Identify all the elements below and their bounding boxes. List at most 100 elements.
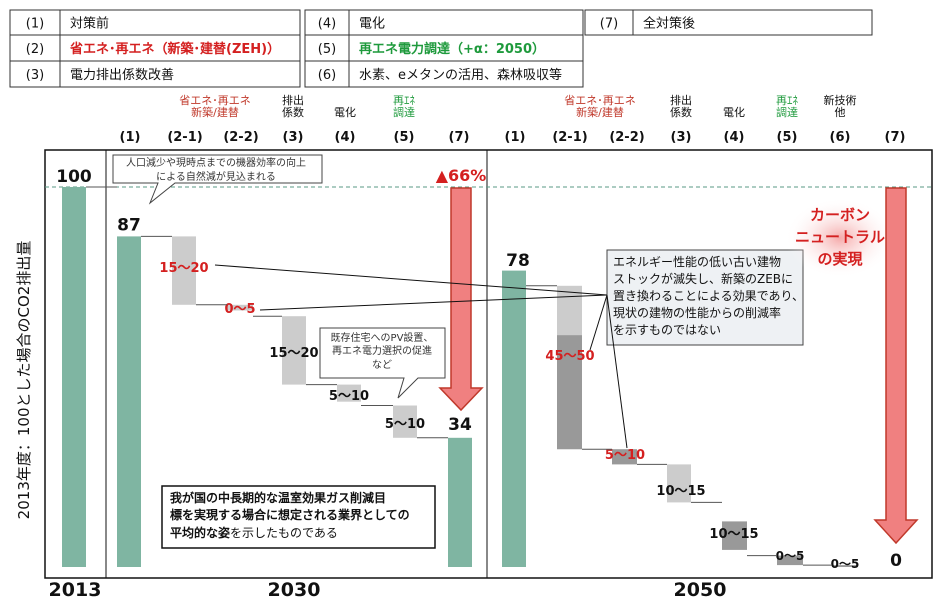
legend-label: 水素、eメタンの活用、森林吸収等 [359, 67, 562, 83]
column-header-label: 調達 [776, 105, 798, 119]
pointer-line [214, 264, 608, 296]
legend-label-cell [59, 60, 301, 88]
bar-inner-dark-b2050_21 [557, 335, 582, 450]
bar-label: 0～5 [224, 302, 255, 317]
note-box [161, 485, 436, 549]
callout-text: による自然減が見込まれる [156, 170, 276, 183]
column-header-label: 排出 [670, 93, 692, 107]
bar-b2030_4 [337, 384, 361, 402]
legend-label-cell [348, 9, 584, 36]
bar-label: 87 [117, 215, 141, 235]
column-header-num: (1) [505, 130, 526, 145]
carbon-neutral-text: カーボン [810, 206, 870, 224]
bar-label: 10～15 [709, 527, 758, 542]
column-header-label: 新技術 [824, 93, 857, 107]
reduction-label: ▲66% [436, 166, 487, 185]
column-header-label: 係数 [282, 106, 304, 119]
column-header-label: 調達 [393, 105, 415, 119]
column-header-label: 省エネ･再エネ [179, 94, 251, 107]
down-arrow [438, 187, 484, 412]
column-header-num: (4) [724, 130, 745, 145]
legend-label: 省エネ･再エネ（新築･建替(ZEH)） [69, 41, 280, 57]
callout-text: 人口減少や現時点までの機器効率の向上 [126, 156, 306, 169]
x-axis-label: 2050 [674, 579, 727, 601]
bar-label: 0 [890, 551, 902, 571]
callout-text: を示すものではない [613, 323, 721, 337]
callout-box [319, 327, 446, 399]
pointer-line [259, 294, 608, 311]
bar-b2050_5 [777, 555, 803, 566]
callout-text: ストックが滅失し、新築のZEBに [613, 271, 793, 286]
column-header-num: (2-2) [223, 130, 258, 145]
bar-b2030_5 [393, 405, 417, 438]
legend-num: (6) [318, 68, 336, 83]
bar-b2050_22 [612, 449, 637, 465]
legend-num-cell [584, 9, 634, 36]
bar-b2050_3 [667, 464, 691, 503]
bar-label: 34 [448, 415, 472, 435]
bar-label: 15～20 [159, 261, 208, 276]
bar-b2030_7 [448, 437, 472, 567]
reduction-arrow-2030: ▲66% [436, 166, 487, 412]
column-header-label: 省エネ･再エネ [564, 94, 636, 107]
legend-label: 電化 [359, 17, 385, 32]
column-header-num: (4) [335, 130, 356, 145]
average-note: 我が国の中長期的な温室効果ガス削減目標を実現する場合に想定される業界としての平均… [161, 485, 436, 549]
callout-text: 既存住宅へのPV設置、 [331, 331, 434, 344]
note-text: 我が国の中長期的な温室効果ガス削減目 [170, 490, 386, 505]
column-header-label: 係数 [670, 106, 692, 119]
legend-num: (2) [26, 42, 44, 57]
callout-text: エネルギー性能の低い古い建物 [613, 254, 781, 269]
pointer-line [589, 294, 608, 351]
bar-label: 45～50 [545, 349, 594, 364]
column-header-label: 他 [835, 106, 846, 119]
carbon-neutral-text: の実現 [817, 250, 862, 268]
column-header-label: 新築/建替 [576, 105, 624, 119]
legend-label: 電力排出係数改善 [70, 67, 174, 83]
column-header-label: 電化 [723, 105, 745, 119]
bar-label: 5～10 [385, 417, 425, 432]
legend-label-cell [348, 34, 584, 62]
zeb-callout: エネルギー性能の低い古い建物ストックが滅失し、新築のZEBに置き換わることによる… [214, 249, 804, 449]
legend-label-cell [632, 9, 873, 36]
pointer-line [606, 294, 628, 449]
callout-text: 現状の建物の性能からの削減率 [613, 305, 781, 320]
bar-b2050_1 [502, 270, 526, 567]
legend-num: (1) [26, 17, 44, 32]
column-header-num: (1) [120, 130, 141, 145]
column-header-num: (6) [830, 130, 851, 145]
down-arrow-2050 [873, 187, 919, 545]
column-header-num: (7) [449, 130, 470, 145]
bar-label: 78 [506, 251, 530, 271]
legend-num-cell [9, 60, 61, 88]
bar-label: 10～15 [656, 484, 705, 499]
column-header-label: 電化 [334, 105, 356, 119]
bar-label: 5～10 [605, 448, 645, 463]
legend-num: (4) [318, 17, 336, 32]
legend-label: 対策前 [70, 16, 109, 32]
bar-label: 15～20 [269, 346, 318, 361]
legend-label: 全対策後 [643, 16, 695, 32]
bar-b2013 [62, 187, 86, 567]
legend-num: (7) [600, 17, 618, 32]
column-header-label: 排出 [282, 93, 304, 107]
bar-label: 100 [56, 167, 92, 187]
bar-b2050_4 [722, 521, 747, 550]
column-header-num: (5) [394, 130, 415, 145]
note-text: 標を実現する場合に想定される業界としての [170, 507, 410, 522]
bar-b2050_6 [832, 565, 858, 567]
callout-text: など [372, 359, 392, 371]
bar-b2030_1 [117, 236, 141, 567]
callout-text: 再エネ電力選択の促進 [332, 344, 432, 357]
legend-num: (3) [26, 68, 44, 83]
x-axis-label: 2013 [49, 579, 102, 601]
legend-num-cell [9, 9, 61, 36]
note-text: 平均的な姿を示したものである [170, 525, 338, 540]
x-axis-label: 2030 [268, 579, 321, 601]
column-header-label: 新築/建替 [191, 105, 239, 119]
legend-table: (1) 対策前 (2) 省エネ･再エネ（新築･建替(ZEH)） (3) 電力排出係数改善 (… [9, 9, 873, 88]
